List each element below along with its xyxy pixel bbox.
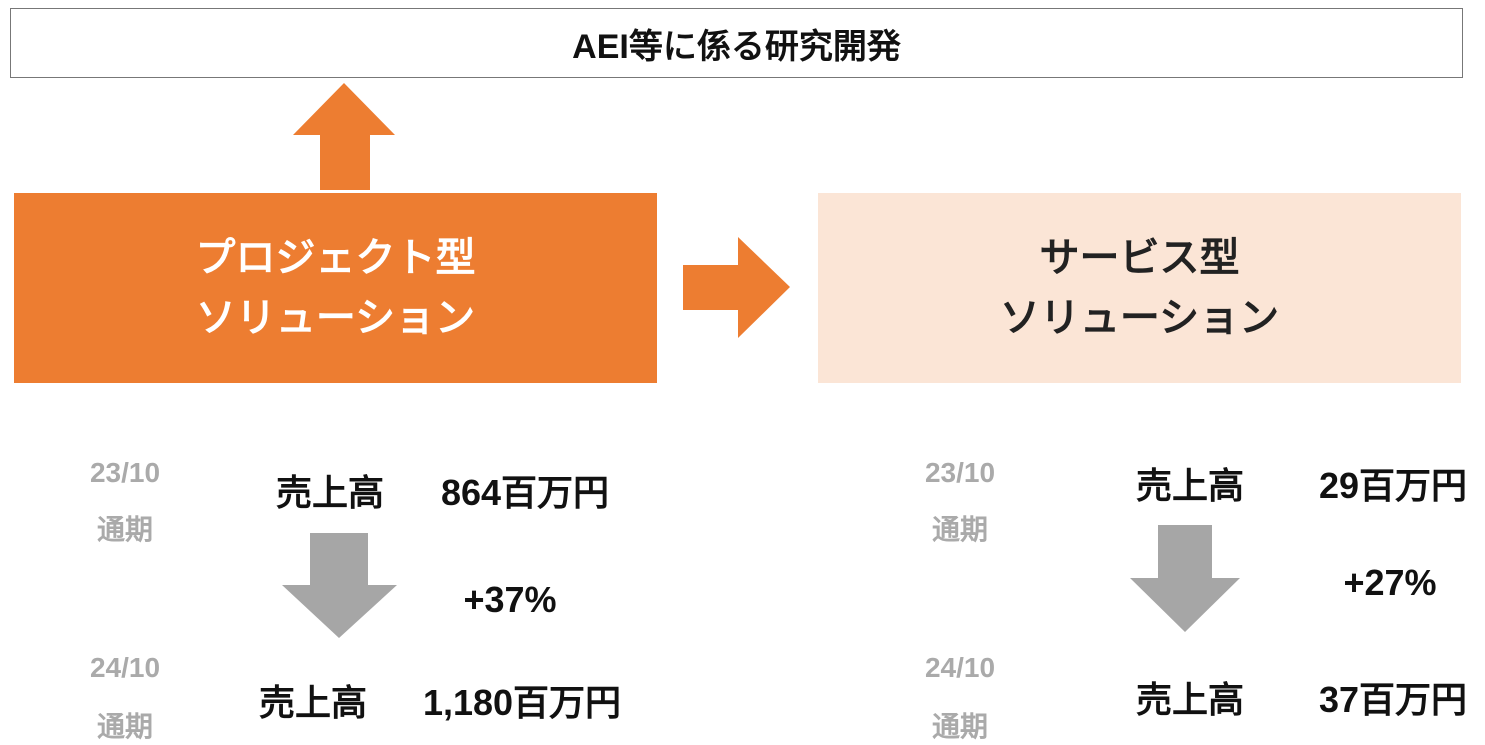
amount: 864百万円	[440, 472, 610, 513]
box-line: ソリューション	[195, 296, 476, 340]
period: 24/10	[89, 652, 161, 683]
box-line: サービス型	[1039, 236, 1240, 280]
period: 通期	[931, 711, 989, 742]
period: 通期	[96, 711, 154, 742]
title: AEI等に係る研究開発	[10, 8, 1463, 78]
growth: +37%	[463, 579, 557, 620]
period: 通期	[96, 514, 154, 545]
amount: 37百万円	[1318, 679, 1468, 720]
label: 売上高	[1135, 679, 1245, 720]
label: 売上高	[275, 472, 385, 513]
period: 24/10	[924, 652, 996, 683]
down-arrow	[1130, 525, 1240, 632]
amount: 29百万円	[1318, 465, 1468, 506]
box-line: プロジェクト型	[195, 236, 476, 280]
period: 23/10	[89, 457, 161, 488]
growth: +27%	[1343, 562, 1437, 603]
period: 23/10	[924, 457, 996, 488]
box-line: ソリューション	[999, 296, 1280, 340]
down-arrow	[282, 533, 397, 638]
up-arrow	[293, 83, 395, 190]
label: 売上高	[1135, 465, 1245, 506]
label: 売上高	[258, 682, 368, 723]
service-box: サービス型 ソリューション	[818, 193, 1461, 383]
project-box: プロジェクト型 ソリューション	[14, 193, 657, 383]
period: 通期	[931, 514, 989, 545]
amount: 1,180百万円	[422, 682, 622, 723]
right-arrow	[683, 237, 790, 338]
